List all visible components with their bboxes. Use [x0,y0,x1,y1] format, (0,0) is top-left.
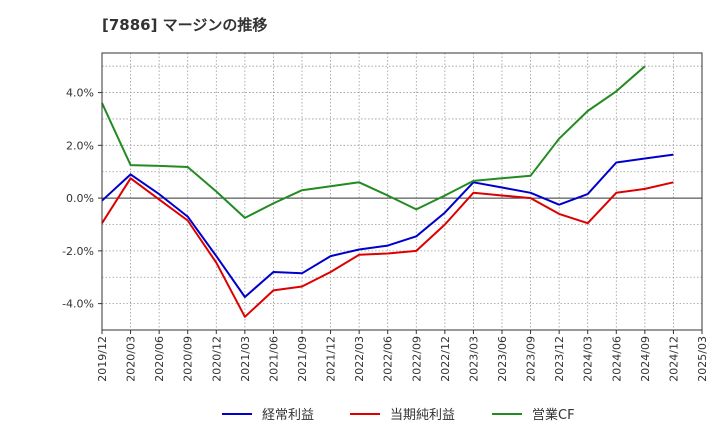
legend-label: 経常利益 [262,408,314,423]
series-line-2 [101,177,674,318]
x-tick-label: 2022/12 [439,336,452,382]
x-tick-label: 2025/03 [696,336,709,382]
legend: 経常利益 当期純利益 営業CF [222,407,575,423]
grid [102,53,702,330]
legend-item-3: 営業CF [492,407,575,423]
x-tick-label: 2020/12 [210,336,223,382]
x-tick-label: 2023/06 [496,336,509,382]
series-lines [101,65,674,318]
x-tick-labels: 2019/12 2020/03 2020/06 2020/09 2020/12 2021/… [96,330,709,382]
x-tick-label: 2020/09 [182,336,195,382]
x-tick-label: 2022/09 [410,336,423,382]
x-tick-label: 2021/06 [267,336,280,382]
legend-label: 当期純利益 [390,408,455,423]
chart-title: [7886] マージンの推移 [102,16,267,34]
legend-item-2: 当期純利益 [350,408,455,423]
legend-item-1: 経常利益 [222,408,314,423]
x-tick-label: 2023/09 [525,336,538,382]
y-tick-label: 4.0% [66,87,94,100]
x-tick-label: 2024/03 [582,336,595,382]
x-tick-label: 2024/12 [667,336,680,382]
y-tick-labels: 4.0% 2.0% 0.0% -2.0% -4.0% [62,87,102,311]
x-tick-label: 2023/03 [467,336,480,382]
x-tick-label: 2023/12 [553,336,566,382]
legend-label: 営業CF [532,407,575,423]
series-line-3 [101,65,646,219]
x-tick-label: 2024/09 [639,336,652,382]
x-tick-label: 2022/06 [382,336,395,382]
y-tick-label: -2.0% [62,245,94,258]
plot-frame [101,52,703,331]
x-tick-label: 2022/03 [353,336,366,382]
x-tick-label: 2021/12 [325,336,338,382]
x-tick-label: 2020/06 [153,336,166,382]
x-tick-label: 2021/03 [239,336,252,382]
x-tick-label: 2024/06 [610,336,623,382]
series-line-1 [101,153,674,298]
x-tick-label: 2020/03 [125,336,138,382]
y-tick-label: -4.0% [62,298,94,311]
x-tick-label: 2021/09 [296,336,309,382]
x-tick-label: 2019/12 [96,336,109,382]
y-tick-label: 0.0% [66,192,94,205]
axes [101,52,703,331]
y-tick-label: 2.0% [66,139,94,152]
